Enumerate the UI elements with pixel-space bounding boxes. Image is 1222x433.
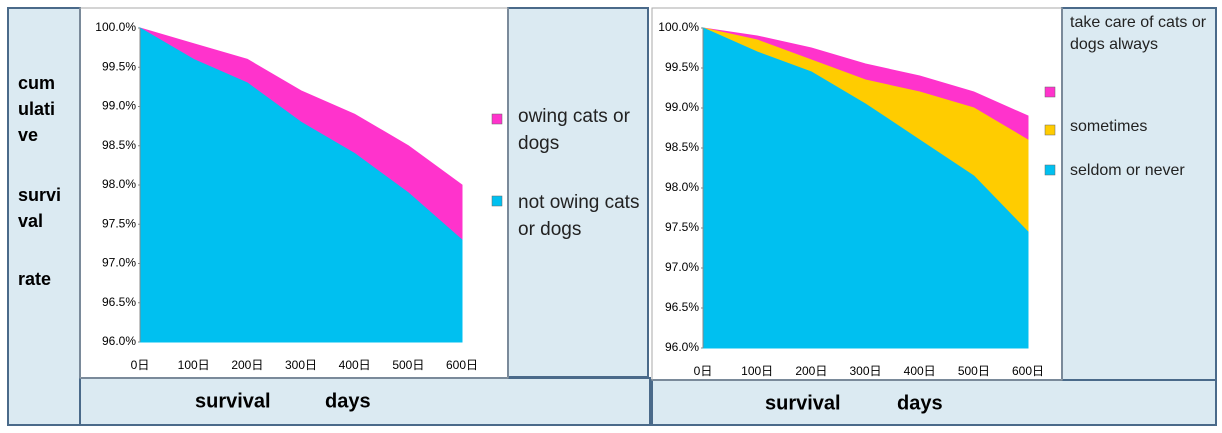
y-axis-label: survi bbox=[18, 185, 61, 205]
y-axis-label: rate bbox=[18, 269, 51, 289]
y-tick-label: 98.5% bbox=[102, 138, 136, 152]
x-tick-label: 200日 bbox=[795, 364, 827, 378]
x-tick-label: 200日 bbox=[231, 358, 263, 372]
legend-label: take care of cats or dogs always bbox=[1070, 14, 1207, 54]
legend-marker bbox=[1044, 86, 1056, 98]
x-tick-label: 100日 bbox=[178, 358, 210, 372]
x-tick-label: 400日 bbox=[904, 364, 936, 378]
area bbox=[702, 27, 1029, 349]
y-tick-label: 99.5% bbox=[665, 60, 699, 74]
legend-label: not owing cats or dogs bbox=[518, 192, 640, 240]
legend-box bbox=[507, 7, 649, 378]
x-axis-label: survival bbox=[195, 390, 271, 412]
legend-label: sometimes bbox=[1070, 118, 1148, 135]
y-tick-label: 97.5% bbox=[102, 216, 136, 230]
y-axis-label: ve bbox=[18, 125, 38, 145]
x-tick-label: 500日 bbox=[958, 364, 990, 378]
y-tick-label: 100.0% bbox=[658, 20, 699, 34]
y-axis-label: ulati bbox=[18, 99, 55, 119]
x-tick-label: 600日 bbox=[1012, 364, 1044, 378]
x-tick-label: 400日 bbox=[339, 358, 371, 372]
x-tick-label: 0日 bbox=[131, 358, 150, 372]
x-axis-label: days bbox=[897, 392, 943, 414]
y-tick-label: 100.0% bbox=[95, 20, 136, 34]
y-tick-label: 98.0% bbox=[665, 180, 699, 194]
y-axis-label: val bbox=[18, 211, 43, 231]
chart-frame bbox=[79, 7, 509, 379]
y-tick-label: 98.5% bbox=[665, 140, 699, 154]
legend-marker bbox=[491, 113, 503, 125]
y-tick-label: 96.5% bbox=[102, 295, 136, 309]
legend-label: owing cats or dogs bbox=[518, 106, 630, 154]
chart-frame bbox=[651, 7, 1063, 381]
x-tick-label: 100日 bbox=[741, 364, 773, 378]
legend-marker bbox=[1044, 164, 1056, 176]
legend-label: seldom or never bbox=[1070, 162, 1185, 179]
y-tick-label: 97.5% bbox=[665, 220, 699, 234]
x-tick-label: 0日 bbox=[694, 364, 713, 378]
x-label-box bbox=[651, 379, 1217, 426]
y-label-box bbox=[7, 7, 81, 426]
x-tick-label: 300日 bbox=[285, 358, 317, 372]
y-tick-label: 97.0% bbox=[102, 256, 136, 270]
legend-box bbox=[1061, 7, 1217, 381]
y-axis-label: cum bbox=[18, 73, 55, 93]
x-axis-label: days bbox=[325, 390, 371, 412]
x-tick-label: 500日 bbox=[392, 358, 424, 372]
y-tick-label: 99.0% bbox=[102, 99, 136, 113]
y-tick-label: 99.0% bbox=[665, 100, 699, 114]
y-tick-label: 96.0% bbox=[102, 334, 136, 348]
y-tick-label: 97.0% bbox=[665, 260, 699, 274]
x-axis-label: survival bbox=[765, 392, 841, 414]
area bbox=[139, 27, 463, 343]
y-tick-label: 98.0% bbox=[102, 177, 136, 191]
legend-marker bbox=[1044, 124, 1056, 136]
x-tick-label: 600日 bbox=[446, 358, 478, 372]
x-label-box bbox=[79, 377, 651, 426]
x-tick-label: 300日 bbox=[849, 364, 881, 378]
y-tick-label: 96.5% bbox=[665, 300, 699, 314]
y-tick-label: 96.0% bbox=[665, 340, 699, 354]
legend-marker bbox=[491, 195, 503, 207]
y-tick-label: 99.5% bbox=[102, 59, 136, 73]
